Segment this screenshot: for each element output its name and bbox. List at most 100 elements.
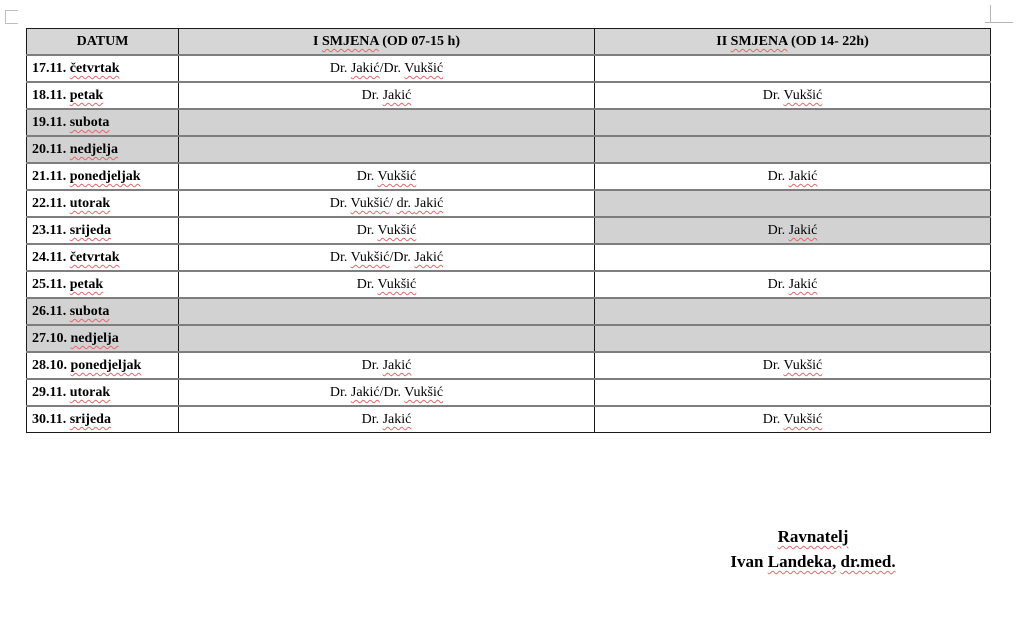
date-cell[interactable]: 23.11. srijeda: [26, 216, 179, 244]
spellcheck-flagged-text: Jakić: [382, 412, 412, 427]
date-cell[interactable]: 20.11. nedjelja: [26, 135, 179, 163]
shift1-cell[interactable]: Dr. Jakić: [178, 81, 595, 109]
spellcheck-flagged-text: dr.med.: [840, 552, 896, 571]
text-run: Dr.: [762, 358, 784, 373]
text-run: /: [389, 196, 397, 211]
shift1-cell[interactable]: Dr. Vukšić: [178, 270, 595, 298]
signature-name[interactable]: Ivan Landeka, dr.med.: [618, 549, 1008, 574]
date-cell[interactable]: 21.11. ponedjeljak: [26, 162, 179, 190]
shift2-cell[interactable]: [594, 135, 991, 163]
table-row: 22.11. utorak Dr. Vukšić/ dr. Jakić: [26, 189, 991, 217]
text-run: Dr.: [329, 61, 351, 76]
signature-title[interactable]: Ravnatelj: [618, 524, 1008, 549]
date-cell[interactable]: 26.11. subota: [26, 297, 179, 325]
spellcheck-flagged-text: Jakić: [414, 250, 444, 265]
signature-block: Ravnatelj Ivan Landeka, dr.med.: [618, 524, 1008, 574]
shift2-cell[interactable]: Dr. Jakić: [594, 216, 991, 244]
date-text: 25.11.: [32, 277, 70, 292]
table-row: 24.11. četvrtak Dr. Vukšić/Dr. Jakić: [26, 243, 991, 271]
date-cell[interactable]: 18.11. petak: [26, 81, 179, 109]
day-name-text: četvrtak: [69, 61, 120, 76]
text-run: Ivan: [730, 552, 768, 571]
day-name-text: nedjelja: [70, 331, 119, 346]
table-row: 17.11. četvrtak Dr. Jakić/Dr. Vukšić: [26, 54, 991, 82]
day-name-text: petak: [69, 88, 104, 103]
shift2-cell[interactable]: Dr. Vukšić: [594, 81, 991, 109]
shift2-cell[interactable]: Dr. Vukšić: [594, 351, 991, 379]
text-run: Dr.: [356, 223, 378, 238]
shift2-cell[interactable]: Dr. Jakić: [594, 270, 991, 298]
text-run: Dr.: [767, 277, 789, 292]
table-row: 21.11. ponedjeljak Dr. Vukšić Dr. Jakić: [26, 162, 991, 190]
day-name-text: subota: [69, 304, 110, 319]
shift1-cell[interactable]: Dr. Vukšić: [178, 216, 595, 244]
day-name-text: ponedjeljak: [69, 169, 141, 184]
spellcheck-flagged-text: Ravnatelj: [777, 527, 849, 546]
day-name-text: srijeda: [69, 223, 111, 238]
shift2-cell[interactable]: [594, 378, 991, 406]
shift2-cell[interactable]: [594, 243, 991, 271]
day-name-text: nedjelja: [69, 142, 118, 157]
spellcheck-flagged-text: Jakić: [350, 385, 380, 400]
shift1-cell[interactable]: [178, 135, 595, 163]
table-row: 30.11. srijeda Dr. Jakić Dr. Vukšić: [26, 405, 991, 433]
text-run: Dr.: [329, 385, 351, 400]
shift1-cell[interactable]: Dr. Jakić/Dr. Vukšić: [178, 54, 595, 82]
shift1-cell[interactable]: Dr. Jakić: [178, 351, 595, 379]
spellcheck-flagged-text: Vukšić: [404, 61, 444, 76]
spellcheck-flagged-text: Vukšić: [783, 412, 823, 427]
spellcheck-flagged-text: Jakić: [382, 88, 412, 103]
date-text: 20.11.: [32, 142, 70, 157]
text-run: /Dr.: [379, 385, 405, 400]
shift1-cell[interactable]: Dr. Jakić: [178, 405, 595, 433]
shift1-cell[interactable]: Dr. Vukšić: [178, 162, 595, 190]
shift1-cell[interactable]: Dr. Jakić/Dr. Vukšić: [178, 378, 595, 406]
date-cell[interactable]: 22.11. utorak: [26, 189, 179, 217]
shift2-cell[interactable]: Dr. Jakić: [594, 162, 991, 190]
spellcheck-flagged-text: Vukšić: [377, 223, 417, 238]
shift1-cell[interactable]: Dr. Vukšić/ dr. Jakić: [178, 189, 595, 217]
header-cell-shift-2[interactable]: II SMJENA (OD 14- 22h): [594, 28, 991, 55]
spellcheck-flagged-text: Vukšić: [377, 169, 417, 184]
date-text: 22.11.: [32, 196, 70, 211]
date-cell[interactable]: 19.11. subota: [26, 108, 179, 136]
table-row: 26.11. subota: [26, 297, 991, 325]
page-crop-mark-vertical: [990, 5, 991, 23]
page-crop-mark-horizontal: [985, 22, 1013, 23]
table-row: 20.11. nedjelja: [26, 135, 991, 163]
shift2-cell[interactable]: [594, 189, 991, 217]
day-name-text: ponedjeljak: [70, 358, 142, 373]
shift2-cell[interactable]: [594, 324, 991, 352]
table-row: 28.10. ponedjeljak Dr. Jakić Dr. Vukšić: [26, 351, 991, 379]
date-text: 28.10.: [32, 358, 71, 373]
date-text: 21.11.: [32, 169, 70, 184]
shift2-cell[interactable]: [594, 108, 991, 136]
date-cell[interactable]: 24.11. četvrtak: [26, 243, 179, 271]
date-cell[interactable]: 17.11. četvrtak: [26, 54, 179, 82]
table-row: 19.11. subota: [26, 108, 991, 136]
table-row: 23.11. srijeda Dr. Vukšić Dr. Jakić: [26, 216, 991, 244]
date-cell[interactable]: 29.11. utorak: [26, 378, 179, 406]
shift1-cell[interactable]: [178, 324, 595, 352]
header-cell-shift-1[interactable]: I SMJENA (OD 07-15 h): [178, 28, 595, 55]
shift2-cell[interactable]: [594, 297, 991, 325]
date-cell[interactable]: 28.10. ponedjeljak: [26, 351, 179, 379]
table-row: 18.11. petak Dr. Jakić Dr. Vukšić: [26, 81, 991, 109]
text-run: II: [716, 34, 731, 49]
spellcheck-flagged-text: SMJENA: [730, 34, 788, 49]
shift2-cell[interactable]: Dr. Vukšić: [594, 405, 991, 433]
text-run: Dr.: [361, 358, 383, 373]
day-name-text: utorak: [69, 196, 111, 211]
header-cell-datum[interactable]: DATUM: [26, 28, 179, 55]
date-text: 29.11.: [32, 385, 70, 400]
shift1-cell[interactable]: [178, 108, 595, 136]
table-row: 25.11. petak Dr. Vukšić Dr. Jakić: [26, 270, 991, 298]
spellcheck-flagged-text: Vukšić: [350, 196, 390, 211]
shift2-cell[interactable]: [594, 54, 991, 82]
shift1-cell[interactable]: Dr. Vukšić/Dr. Jakić: [178, 243, 595, 271]
date-cell[interactable]: 25.11. petak: [26, 270, 179, 298]
date-cell[interactable]: 27.10. nedjelja: [26, 324, 179, 352]
text-run: Dr.: [762, 88, 784, 103]
date-cell[interactable]: 30.11. srijeda: [26, 405, 179, 433]
shift1-cell[interactable]: [178, 297, 595, 325]
